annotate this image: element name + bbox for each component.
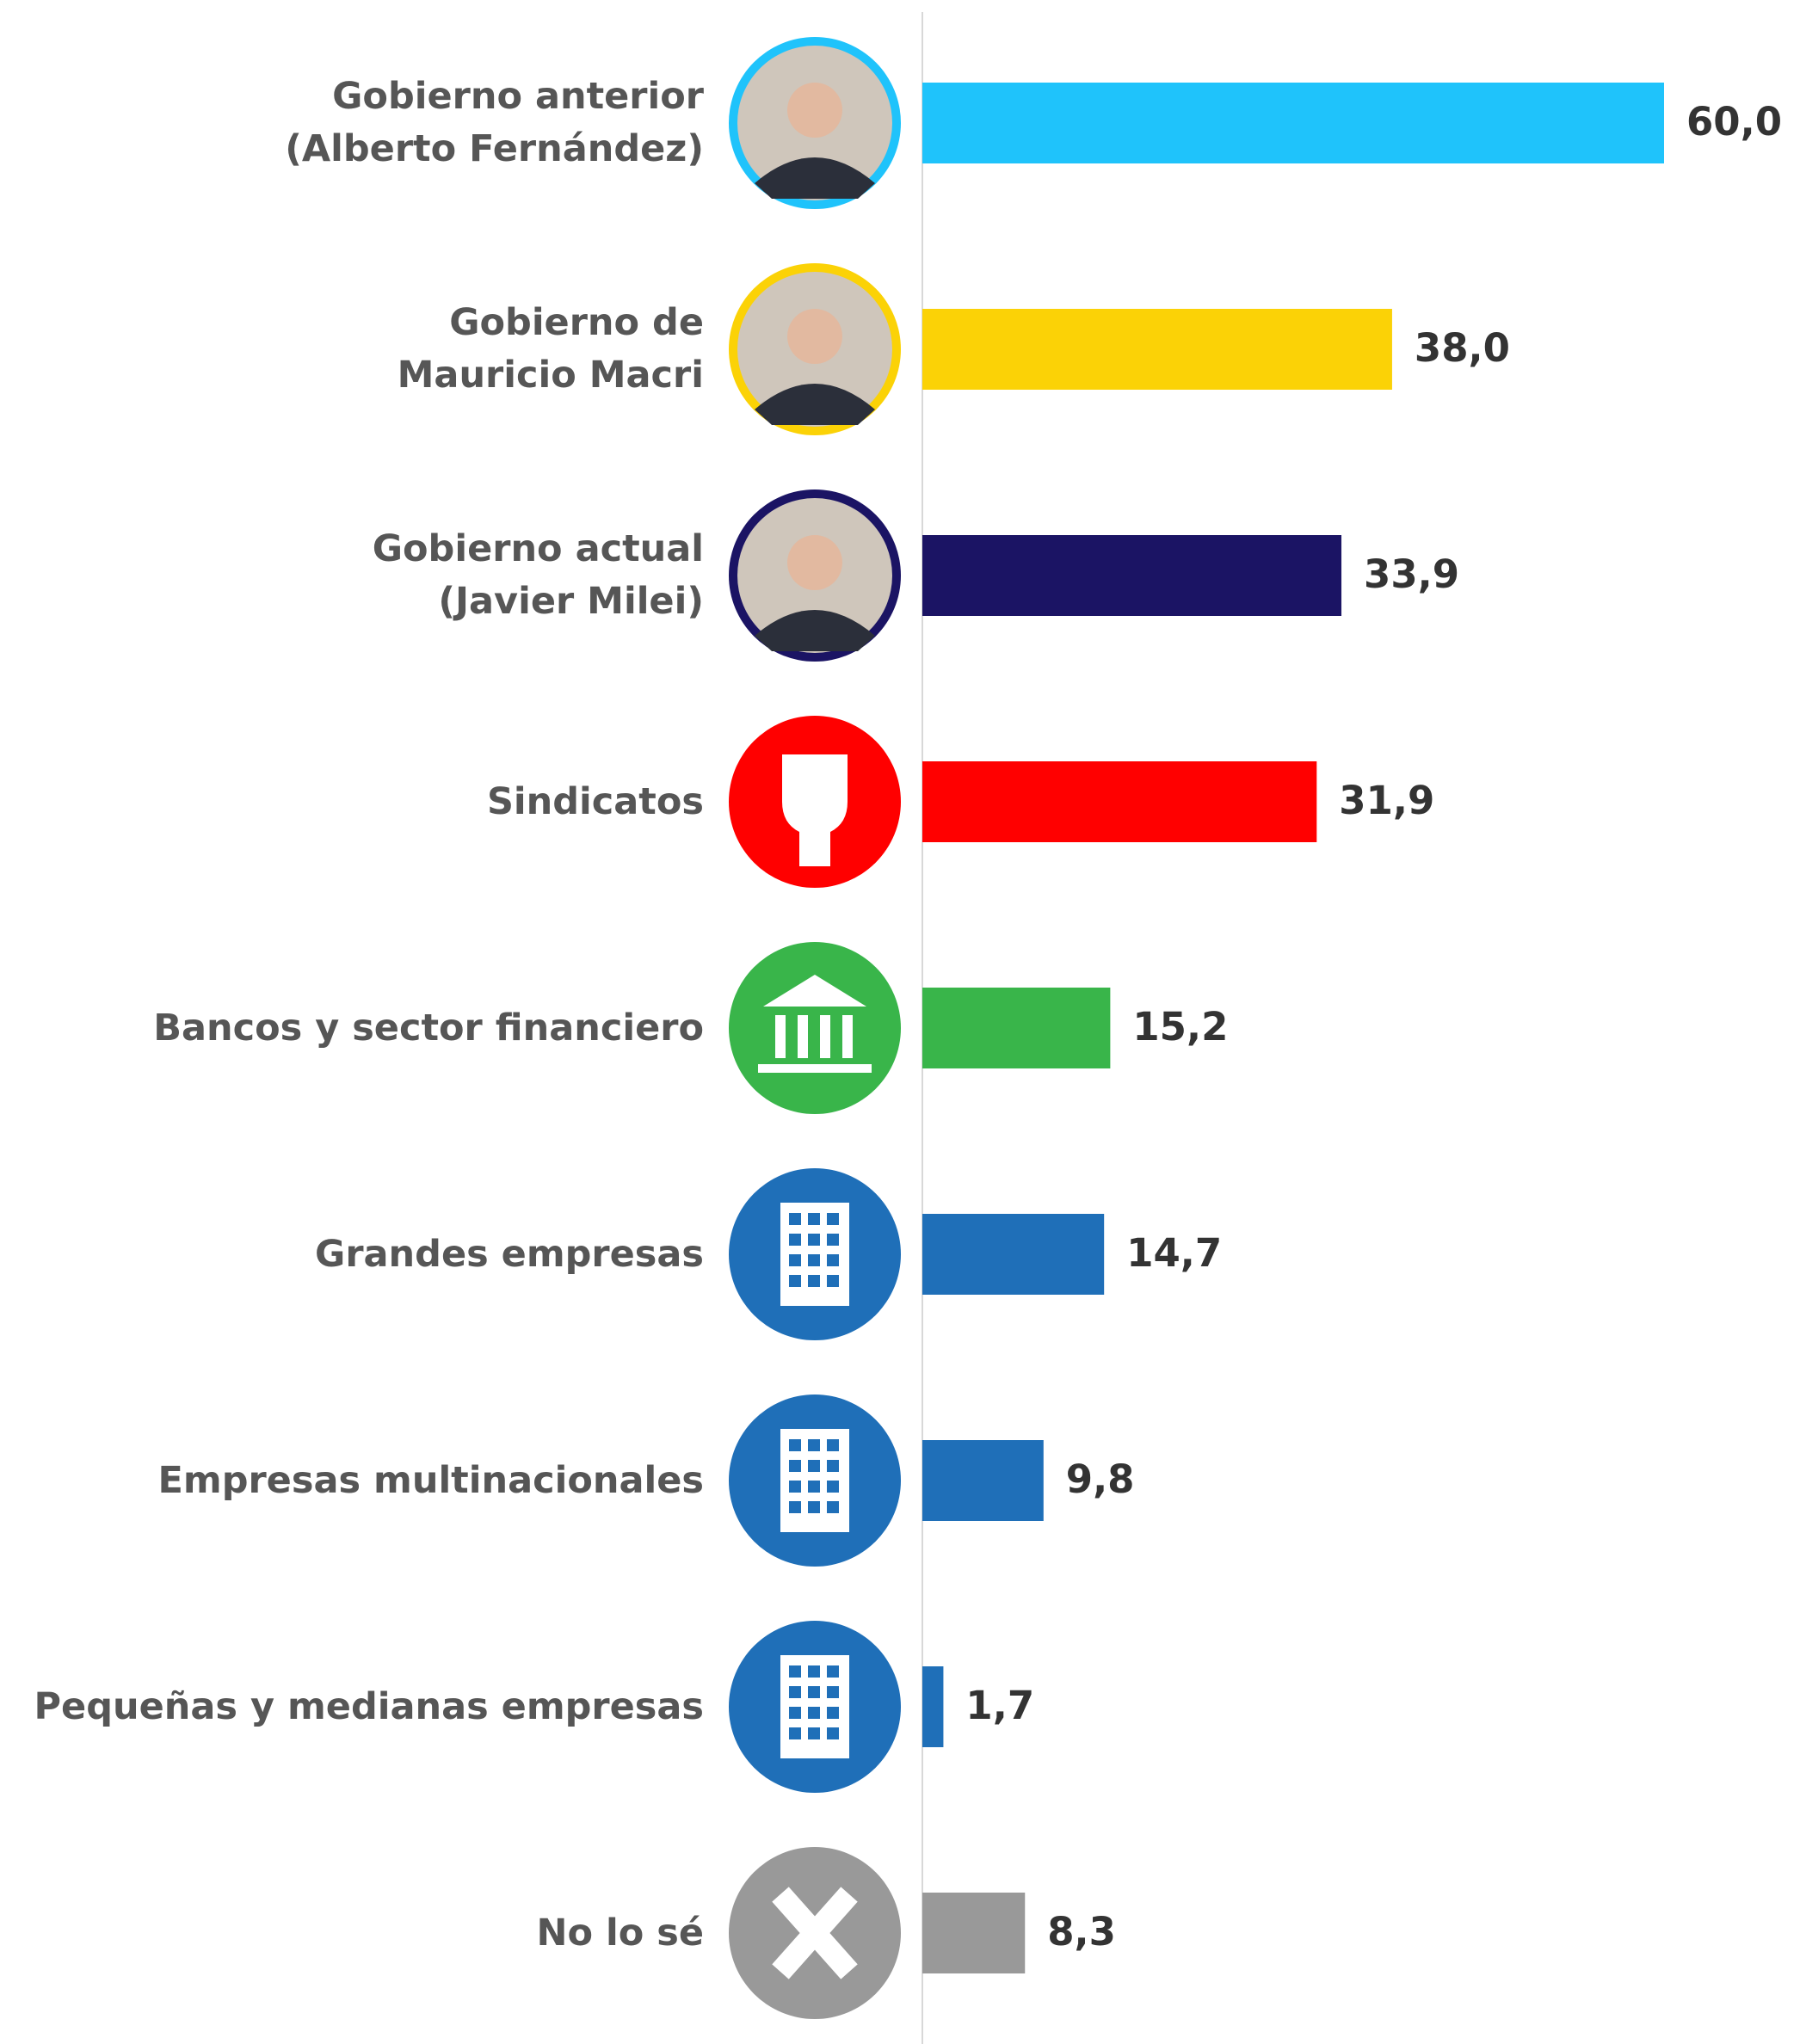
icon — [782, 754, 848, 866]
category-label: Sindicatos — [486, 779, 704, 823]
bar — [922, 1440, 1044, 1521]
head — [787, 83, 842, 138]
value-label: 33,9 — [1364, 551, 1459, 597]
column — [842, 1015, 853, 1058]
window — [808, 1439, 820, 1451]
icon — [737, 46, 892, 200]
window — [808, 1727, 820, 1739]
category-label: Pequeñas y medianas empresas — [34, 1684, 704, 1728]
category-label: No lo sé — [536, 1911, 704, 1955]
icon — [780, 1429, 849, 1532]
window — [808, 1460, 820, 1472]
value-label: 31,9 — [1339, 778, 1434, 823]
value-label: 60,0 — [1686, 99, 1782, 145]
value-label: 1,7 — [965, 1683, 1034, 1728]
window — [827, 1501, 839, 1513]
bar — [922, 535, 1342, 616]
column — [798, 1015, 808, 1058]
bar — [922, 988, 1111, 1068]
bar — [922, 309, 1392, 390]
window — [808, 1665, 820, 1678]
window — [827, 1686, 839, 1698]
window — [789, 1213, 801, 1225]
window — [827, 1460, 839, 1472]
window — [789, 1501, 801, 1513]
window — [827, 1213, 839, 1225]
icon-circle — [729, 942, 901, 1114]
category-label: Bancos y sector financiero — [153, 1006, 704, 1050]
window — [789, 1686, 801, 1698]
window — [827, 1727, 839, 1739]
base — [758, 1064, 872, 1073]
head — [787, 309, 842, 364]
window — [808, 1275, 820, 1287]
category-label: Gobierno anterior (Alberto Fernández) — [285, 75, 704, 170]
icon — [737, 498, 892, 653]
icon — [780, 1655, 849, 1758]
window — [789, 1439, 801, 1451]
value-label: 9,8 — [1066, 1456, 1135, 1502]
window — [827, 1234, 839, 1246]
window — [808, 1707, 820, 1719]
icon — [758, 975, 872, 1073]
x — [772, 1887, 858, 1979]
window — [808, 1234, 820, 1246]
window — [827, 1275, 839, 1287]
category-label: Gobierno de Mauricio Macri — [397, 301, 704, 397]
value-label: 15,2 — [1132, 1004, 1228, 1050]
window — [789, 1460, 801, 1472]
head — [787, 535, 842, 590]
column — [820, 1015, 830, 1058]
window — [789, 1707, 801, 1719]
window — [827, 1439, 839, 1451]
bar — [922, 83, 1664, 163]
value-label: 14,7 — [1126, 1230, 1222, 1276]
suit — [755, 157, 875, 199]
window — [789, 1275, 801, 1287]
window — [789, 1727, 801, 1739]
category-label: Gobierno actual (Javier Milei) — [372, 527, 704, 623]
icon — [780, 1203, 849, 1306]
window — [789, 1665, 801, 1678]
suit — [755, 384, 875, 425]
category-label: Empresas multinacionales — [157, 1458, 704, 1502]
category-label: Grandes empresas — [315, 1232, 704, 1276]
window — [808, 1254, 820, 1266]
icon — [737, 272, 892, 427]
window — [789, 1254, 801, 1266]
value-label: 38,0 — [1415, 325, 1510, 371]
window — [827, 1707, 839, 1719]
icon — [772, 1887, 858, 1979]
window — [827, 1254, 839, 1266]
window — [808, 1501, 820, 1513]
window — [827, 1665, 839, 1678]
bar — [922, 1666, 944, 1747]
window — [808, 1213, 820, 1225]
suit — [755, 610, 875, 651]
window — [808, 1481, 820, 1493]
column — [775, 1015, 786, 1058]
fist — [782, 754, 848, 866]
bar — [922, 1893, 1026, 1973]
value-label: 8,3 — [1047, 1909, 1116, 1955]
window — [827, 1481, 839, 1493]
roof — [763, 975, 866, 1007]
window — [789, 1234, 801, 1246]
window — [789, 1481, 801, 1493]
window — [808, 1686, 820, 1698]
bar — [922, 1214, 1105, 1295]
bar — [922, 761, 1317, 842]
